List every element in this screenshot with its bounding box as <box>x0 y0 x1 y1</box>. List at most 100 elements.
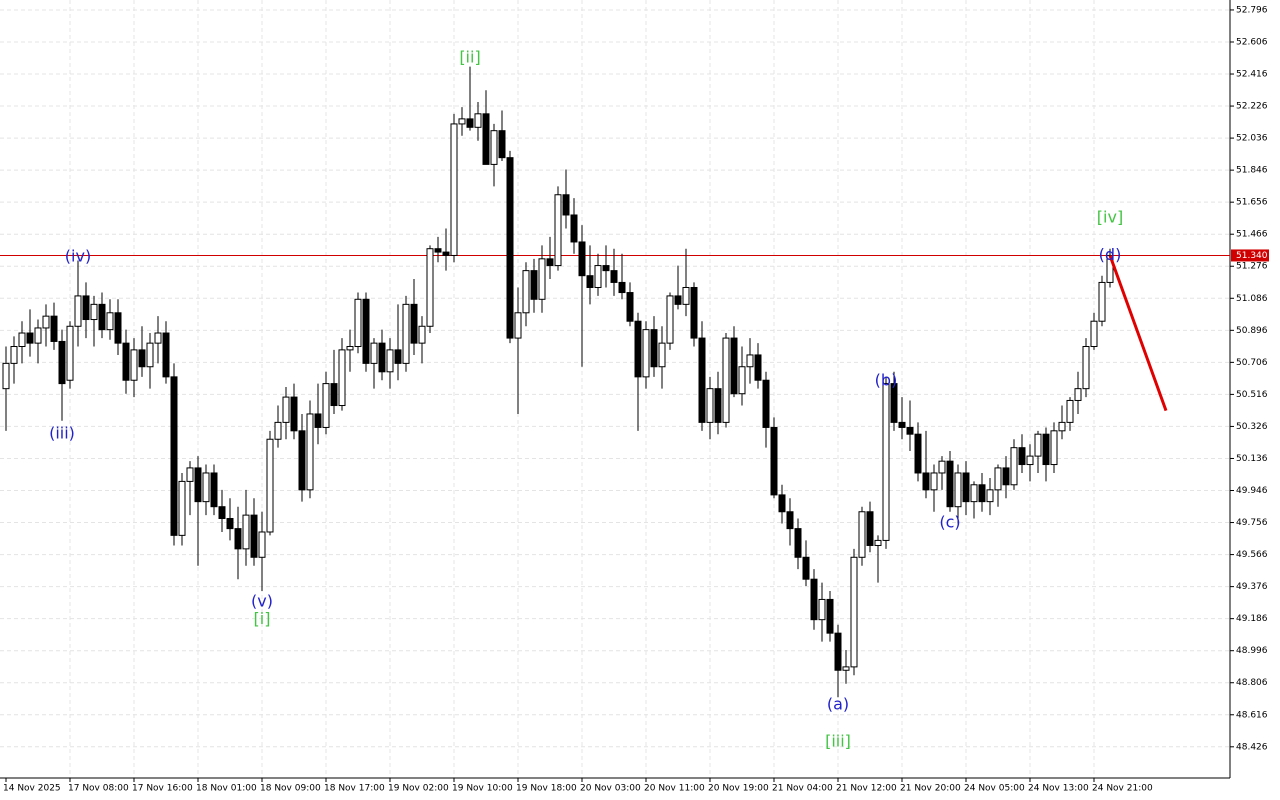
candle-body <box>482 113 490 165</box>
candle-body <box>82 295 90 321</box>
wave-label: (d) <box>1099 245 1122 264</box>
candle-body <box>554 194 562 267</box>
candle-body <box>362 298 370 364</box>
candle-body <box>418 325 426 344</box>
x-tick-label: 21 Nov 20:00 <box>900 784 961 794</box>
x-tick-label: 20 Nov 11:00 <box>644 784 705 794</box>
y-tick-label: 50.896 <box>1236 326 1268 336</box>
candle-body <box>834 632 842 671</box>
candle-body <box>146 342 154 368</box>
candle-body <box>442 251 450 256</box>
x-tick-label: 19 Nov 18:00 <box>516 784 577 794</box>
candle-body <box>754 354 762 381</box>
candle-body <box>1018 447 1026 466</box>
candle-body <box>1050 430 1058 466</box>
candle-body <box>722 337 730 423</box>
candle-body <box>882 383 890 541</box>
candle-body <box>682 286 690 305</box>
candle-body <box>50 315 58 342</box>
x-tick-label: 24 Nov 05:00 <box>964 784 1025 794</box>
candle-body <box>98 303 106 331</box>
candle-body <box>706 388 714 423</box>
candle-body <box>1074 388 1082 401</box>
candle-body <box>466 118 474 128</box>
candle-body <box>714 388 722 423</box>
candle-body <box>570 214 578 243</box>
candle-body <box>594 265 602 288</box>
candle-body <box>1034 433 1042 457</box>
candle-body <box>522 270 530 314</box>
candle-body <box>602 265 610 272</box>
candle-body <box>858 511 866 558</box>
y-tick-label: 48.616 <box>1236 710 1268 720</box>
candle-body <box>514 312 522 339</box>
x-tick-label: 24 Nov 21:00 <box>1092 784 1153 794</box>
forecast-line <box>1108 254 1168 412</box>
candle-body <box>306 413 314 491</box>
candle-body <box>1026 455 1034 466</box>
candle-body <box>290 396 298 432</box>
y-tick-label: 49.566 <box>1236 550 1268 560</box>
candle-body <box>610 270 618 283</box>
x-tick-label: 18 Nov 09:00 <box>260 784 321 794</box>
candle-body <box>178 480 186 536</box>
candle-body <box>962 472 970 503</box>
candle-body <box>378 342 386 373</box>
candle-body <box>450 123 458 256</box>
candle-body <box>826 598 834 634</box>
candle-body <box>162 332 170 378</box>
wave-label: [ii] <box>459 48 480 67</box>
candle-body <box>234 528 242 550</box>
y-tick-label: 48.806 <box>1236 678 1268 688</box>
candle-body <box>578 241 586 277</box>
candle-body <box>402 303 410 364</box>
candle-body <box>786 511 794 530</box>
y-tick-label: 50.706 <box>1236 358 1268 368</box>
candle-body <box>658 342 666 368</box>
candle-body <box>66 325 74 381</box>
candle-body <box>426 248 434 327</box>
candle-body <box>266 438 274 533</box>
candle-body <box>738 366 746 395</box>
x-tick-label: 21 Nov 12:00 <box>836 784 897 794</box>
candle-body <box>986 489 994 503</box>
candle-body <box>690 286 698 339</box>
y-tick-label: 50.136 <box>1236 454 1268 464</box>
candle-body <box>970 484 978 503</box>
candle-body <box>946 460 954 508</box>
candle-body <box>930 472 938 491</box>
y-tick-label: 51.276 <box>1236 262 1268 272</box>
candle-body <box>130 349 138 381</box>
candle-body <box>394 349 402 364</box>
x-tick-label: 19 Nov 02:00 <box>388 784 449 794</box>
candle-body <box>10 346 18 364</box>
y-tick-label: 52.796 <box>1236 5 1268 15</box>
y-tick-label: 51.086 <box>1236 294 1268 304</box>
candle-body <box>186 467 194 482</box>
candle-body <box>810 578 818 621</box>
candle-body <box>1090 320 1098 348</box>
candle-body <box>210 472 218 508</box>
wave-label: (v) <box>251 591 273 610</box>
candle-body <box>2 362 10 390</box>
candle-body <box>666 295 674 344</box>
candle-body <box>154 332 162 344</box>
x-tick-label: 20 Nov 19:00 <box>708 784 769 794</box>
candle-body <box>170 376 178 536</box>
y-tick-label: 52.416 <box>1236 70 1268 80</box>
candle-body <box>114 312 122 344</box>
candle-body <box>298 430 306 491</box>
candle-body <box>274 421 282 440</box>
candle-body <box>410 303 418 344</box>
candle-body <box>434 248 442 253</box>
candle-body <box>626 292 634 322</box>
wave-label: (iii) <box>49 424 75 443</box>
wave-label: [i] <box>254 609 271 628</box>
candle-body <box>226 517 234 530</box>
candle-body <box>42 315 50 329</box>
candle-body <box>90 303 98 321</box>
candle-body <box>242 514 250 550</box>
candle-body <box>490 130 498 165</box>
wave-label: (iv) <box>65 247 91 266</box>
